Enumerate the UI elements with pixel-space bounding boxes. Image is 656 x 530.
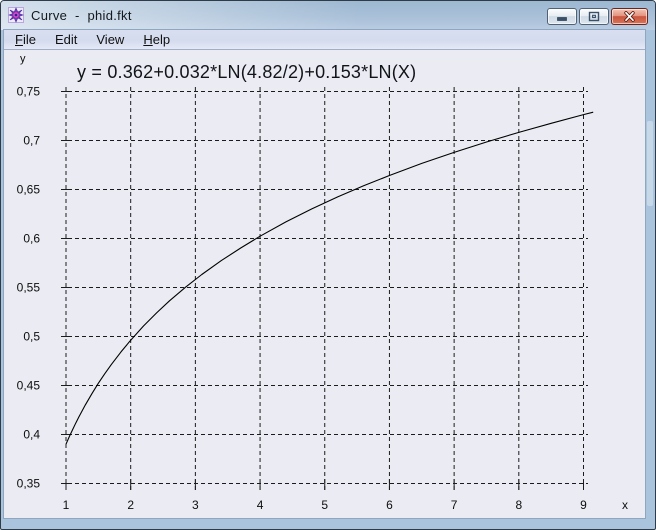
x-tick-label: 5 [321,498,328,512]
x-tick-label: 8 [515,498,522,512]
window-inner: File Edit View Help y = 0.362+0.032*LN(4.82… [4,30,645,518]
maximize-icon [588,11,600,22]
menu-item-file[interactable]: File [15,32,36,47]
minimize-button[interactable] [547,8,577,25]
y-tick-label: 0,4 [23,428,40,442]
frame-right-highlight [647,121,653,206]
y-tick-label: 0,7 [23,134,40,148]
minimize-icon [557,16,567,21]
y-tick-label: 0,75 [17,85,41,99]
x-axis-label: x [622,498,628,512]
maximize-button[interactable] [579,8,609,25]
titlebar[interactable]: Curve - phid.fkt [1,1,655,30]
flower-app-icon[interactable] [8,7,24,23]
menu-item-edit[interactable]: Edit [54,32,78,47]
menu-item-view[interactable]: View [96,32,125,47]
y-axis-label: y [20,53,26,65]
y-tick-label: 0,6 [23,232,40,246]
y-tick-label: 0,55 [17,281,41,295]
equation-label: y = 0.362+0.032*LN(4.82/2)+0.153*LN(X) [77,62,417,82]
y-tick-label: 0,45 [17,379,41,393]
close-icon [624,11,635,22]
menubar: File Edit View Help [4,30,645,50]
menu-item-help[interactable]: Help [143,32,171,47]
plot-client-area: y = 0.362+0.032*LN(4.82/2)+0.153*LN(X) 0… [4,50,645,518]
window-controls [547,8,648,25]
x-tick-label: 1 [63,498,70,512]
x-tick-label: 9 [580,498,587,512]
curve-line [65,111,594,445]
x-tick-label: 7 [451,498,458,512]
x-tick-label: 3 [192,498,199,512]
y-tick-label: 0,65 [17,183,41,197]
y-tick-label: 0,35 [17,477,41,491]
x-tick-label: 4 [257,498,264,512]
window-title: Curve - phid.fkt [31,8,132,23]
x-tick-label: 2 [127,498,134,512]
y-tick-label: 0,5 [23,330,40,344]
plot-canvas: 0,75 0,7 0,65 0,6 0,55 0,5 0,45 0,4 0,35 1 2 3 4 5 6 7 8… [17,53,628,512]
close-button[interactable] [611,8,648,25]
x-tick-label: 6 [386,498,393,512]
